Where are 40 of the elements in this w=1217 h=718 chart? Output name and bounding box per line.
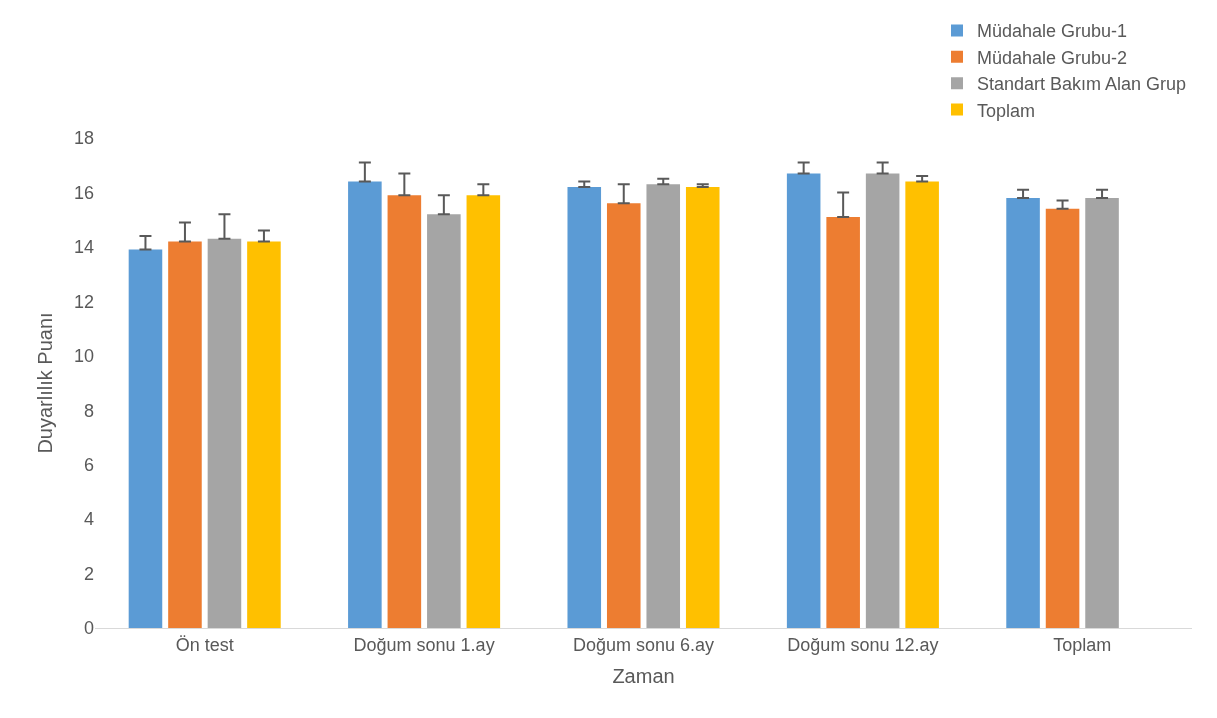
bar [786, 173, 821, 628]
x-tick-label: Ön test [175, 634, 234, 655]
bar [865, 173, 900, 628]
bar [247, 241, 281, 628]
legend-label: Müdahale Grubu-1 [977, 21, 1128, 42]
y-axis-title: Duyarlılık Puanı [34, 312, 57, 454]
bar [207, 238, 242, 628]
y-tick-label: 2 [83, 563, 94, 584]
bar [826, 216, 860, 628]
bar [646, 184, 681, 628]
bar [128, 249, 163, 628]
y-tick-label: 0 [83, 618, 94, 639]
legend-label: Toplam [977, 100, 1036, 121]
bar [905, 181, 939, 628]
x-tick-label: Toplam [1053, 634, 1112, 655]
bar [168, 241, 202, 628]
y-tick-label: 4 [83, 509, 94, 530]
bar [1085, 197, 1119, 628]
bar [427, 214, 461, 628]
y-tick-label: 6 [83, 454, 94, 475]
bar [348, 181, 382, 628]
bar [606, 203, 641, 628]
y-tick-label: 12 [73, 291, 94, 312]
y-tick-label: 14 [73, 237, 94, 258]
y-tick-label: 10 [73, 346, 94, 367]
bar [1006, 197, 1040, 628]
bar [1045, 208, 1080, 628]
bar [387, 195, 422, 628]
bar [567, 187, 602, 628]
x-axis-title: Zaman [612, 665, 675, 688]
legend-label: Müdahale Grubu-2 [977, 47, 1128, 68]
x-tick-label: Doğum sonu 6.ay [572, 634, 715, 655]
bar [466, 195, 501, 628]
bar [685, 187, 720, 628]
y-tick-label: 8 [83, 400, 94, 421]
legend-label: Standart Bakım Alan Grup [977, 74, 1187, 95]
x-tick-label: Doğum sonu 1.ay [353, 634, 495, 655]
y-tick-label: 16 [73, 182, 94, 203]
y-tick-label: 18 [73, 128, 94, 149]
x-tick-label: Doğum sonu 12.ay [787, 634, 939, 655]
